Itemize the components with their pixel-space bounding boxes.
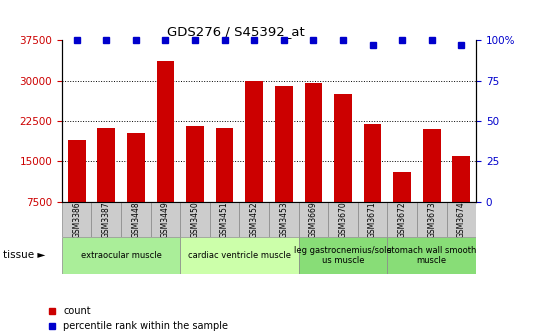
Text: GSM3387: GSM3387 xyxy=(102,201,111,238)
Bar xyxy=(62,237,180,274)
Bar xyxy=(151,202,180,237)
Text: GSM3449: GSM3449 xyxy=(161,201,170,238)
Text: cardiac ventricle muscle: cardiac ventricle muscle xyxy=(188,251,291,260)
Text: GSM3448: GSM3448 xyxy=(131,201,140,238)
Bar xyxy=(328,202,358,237)
Bar xyxy=(186,126,204,202)
Bar xyxy=(299,237,387,274)
Bar xyxy=(157,61,174,202)
Text: GSM3450: GSM3450 xyxy=(190,201,200,238)
Text: tissue ►: tissue ► xyxy=(3,250,45,260)
Bar xyxy=(68,140,86,202)
Bar xyxy=(387,202,417,237)
Text: GSM3673: GSM3673 xyxy=(427,201,436,238)
Bar xyxy=(180,237,299,274)
Bar xyxy=(452,156,470,202)
Bar xyxy=(269,202,299,237)
Text: GSM3386: GSM3386 xyxy=(72,201,81,238)
Text: GSM3674: GSM3674 xyxy=(457,201,466,238)
Bar xyxy=(210,202,239,237)
Bar xyxy=(299,202,328,237)
Text: GSM3670: GSM3670 xyxy=(338,201,348,238)
Bar xyxy=(417,202,447,237)
Text: GSM3669: GSM3669 xyxy=(309,201,318,238)
Text: stomach wall smooth
muscle: stomach wall smooth muscle xyxy=(387,246,477,265)
Legend: count, percentile rank within the sample: count, percentile rank within the sample xyxy=(48,306,229,331)
Bar xyxy=(121,202,151,237)
Text: GSM3451: GSM3451 xyxy=(220,201,229,238)
Bar xyxy=(62,202,91,237)
Bar xyxy=(305,83,322,202)
Text: GSM3452: GSM3452 xyxy=(250,201,259,238)
Bar xyxy=(275,86,293,202)
Text: GSM3672: GSM3672 xyxy=(398,201,407,238)
Title: GDS276 / S45392_at: GDS276 / S45392_at xyxy=(167,25,305,38)
Bar xyxy=(239,202,269,237)
Bar xyxy=(393,172,411,202)
Bar xyxy=(334,94,352,202)
Bar xyxy=(97,128,115,202)
Bar xyxy=(180,202,210,237)
Bar xyxy=(387,237,476,274)
Bar xyxy=(358,202,387,237)
Text: GSM3453: GSM3453 xyxy=(279,201,288,238)
Bar xyxy=(364,124,381,202)
Bar xyxy=(91,202,121,237)
Bar xyxy=(245,81,263,202)
Text: leg gastrocnemius/sole
us muscle: leg gastrocnemius/sole us muscle xyxy=(294,246,392,265)
Bar xyxy=(423,129,441,202)
Text: extraocular muscle: extraocular muscle xyxy=(81,251,161,260)
Bar xyxy=(447,202,476,237)
Bar xyxy=(127,133,145,202)
Text: GSM3671: GSM3671 xyxy=(368,201,377,238)
Bar xyxy=(216,128,233,202)
